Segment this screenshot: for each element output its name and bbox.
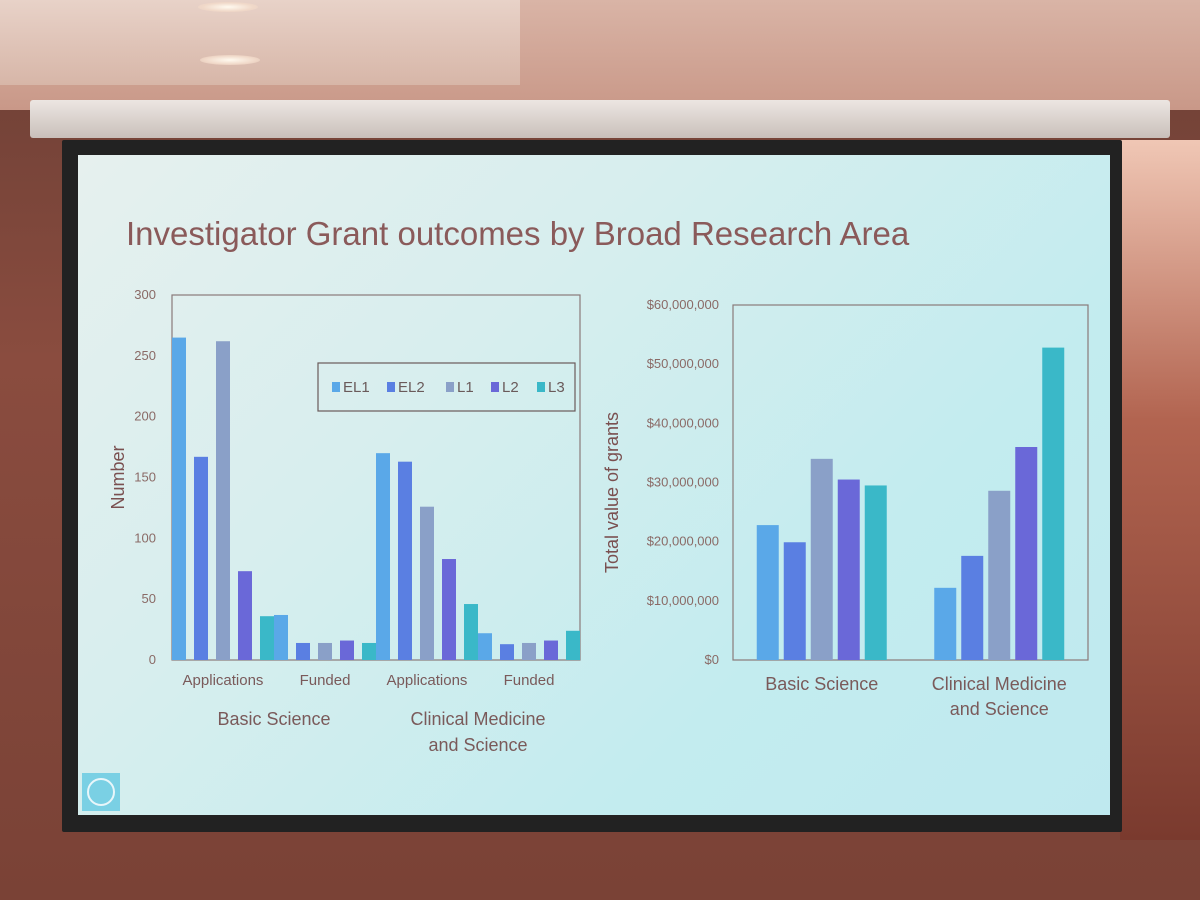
ceiling (0, 0, 1200, 110)
chart-1-bar-L2 (238, 571, 252, 660)
chart-1-bar-L2 (340, 640, 354, 660)
chart-1-bar-L1 (318, 642, 332, 660)
chart-1-legend-swatch-EL2 (387, 382, 395, 392)
nhmrc-logo-icon (82, 773, 120, 811)
chart-2-y-tick-label: $30,000,000 (647, 475, 719, 490)
chart-2-y-axis-title: Total value of grants (602, 412, 622, 573)
chart-1-legend-swatch-L1 (446, 382, 454, 392)
wall (1120, 140, 1200, 840)
chart-2-y-tick-label: $40,000,000 (647, 415, 719, 430)
chart-1-bar-EL2 (500, 644, 514, 660)
chart-2-plot-frame (732, 304, 1089, 661)
chart-1-y-tick-label: 150 (134, 470, 156, 485)
chart-2-bar-L2 (1015, 447, 1038, 660)
chart-1-bar-L2 (442, 559, 456, 660)
chart-1-y-tick-label: 50 (142, 591, 156, 606)
chart-1-bar-EL2 (194, 456, 208, 660)
chart-1-legend-label: L3 (548, 379, 565, 396)
chart-1-legend-swatch-L2 (491, 382, 499, 392)
chart-1-bar-L3 (260, 616, 274, 660)
chart-1-category-label: Applications (183, 672, 264, 689)
chart-1-y-tick-label: 0 (149, 652, 156, 667)
chart-1-legend (317, 362, 576, 412)
chart-1-y-tick-label: 200 (134, 409, 156, 424)
chart-1-y-tick-label: 300 (134, 287, 156, 302)
chart-2-category-label: Clinical Medicine and Science (932, 674, 1067, 719)
chart-1-legend-label: EL2 (398, 379, 425, 396)
chart-2-bar-EL1 (934, 587, 957, 660)
chart-2-y-tick-label: $20,000,000 (647, 534, 719, 549)
chart-2-bar-L1 (988, 490, 1011, 660)
chart-1-legend-label: L2 (502, 379, 519, 396)
chart-2-y-tick-label: $50,000,000 (647, 356, 719, 371)
chart-2-bar-L3 (1042, 347, 1065, 660)
chart-1-legend-swatch-L3 (537, 382, 545, 392)
chart-1-group-label: Clinical Medicine and Science (410, 709, 545, 755)
chart-1-bar-L1 (216, 341, 230, 660)
chart-2-bar-L1 (810, 458, 833, 660)
chart-1-y-tick-label: 250 (134, 348, 156, 363)
chart-2-y-tick-label: $0 (705, 652, 719, 667)
chart-2-bar-EL1 (756, 525, 779, 660)
slide: Investigator Grant outcomes by Broad Res… (78, 155, 1110, 815)
chart-1-bar-EL2 (398, 461, 412, 660)
ceiling-light (198, 2, 258, 12)
chart-1-bar-EL1 (172, 337, 186, 660)
chart-2-bar-L2 (837, 479, 860, 660)
projector-screen-housing (30, 100, 1170, 138)
chart-1-bar-L3 (464, 604, 478, 660)
charts-canvas: 0 50 100 150 200 250 300 Number Applications Fund… (108, 287, 1089, 755)
chart-1-y-tick-label: 100 (134, 530, 156, 545)
chart-2-y-tick-label: $60,000,000 (647, 297, 719, 312)
ceiling-light (200, 55, 260, 65)
chart-1-bar-L1 (420, 506, 434, 660)
chart-1-bar-L2 (544, 640, 558, 660)
chart-1-bar-EL1 (274, 614, 288, 660)
ceiling-panel (0, 0, 520, 85)
chart-2-y-tick-label: $10,000,000 (647, 593, 719, 608)
chart-1-bar-L1 (522, 642, 536, 660)
slide-title: Investigator Grant outcomes by Broad Res… (126, 215, 910, 252)
chart-1-category-label: Funded (300, 672, 351, 689)
chart-1-group-label: Basic Science (217, 709, 330, 729)
chart-1-legend-label: L1 (457, 379, 474, 396)
chart-2-bar-EL2 (783, 542, 806, 660)
chart-1-bar-EL1 (478, 633, 492, 660)
chart-1-bar-EL1 (376, 453, 390, 660)
chart-1-bar-L3 (566, 630, 580, 660)
chart-1-category-label: Applications (387, 672, 468, 689)
chart-1-bar-EL2 (296, 642, 310, 660)
chart-1-legend-label: EL1 (343, 379, 370, 396)
chart-2-bar-EL2 (961, 555, 984, 660)
chart-2-category-label: Basic Science (765, 674, 878, 694)
chart-1-y-axis-title: Number (108, 445, 128, 509)
chart-1-legend-swatch-EL1 (332, 382, 340, 392)
chart-1-bar-L3 (362, 642, 376, 660)
chart-1-category-label: Funded (504, 672, 555, 689)
chart-2-bar-L3 (864, 485, 887, 660)
